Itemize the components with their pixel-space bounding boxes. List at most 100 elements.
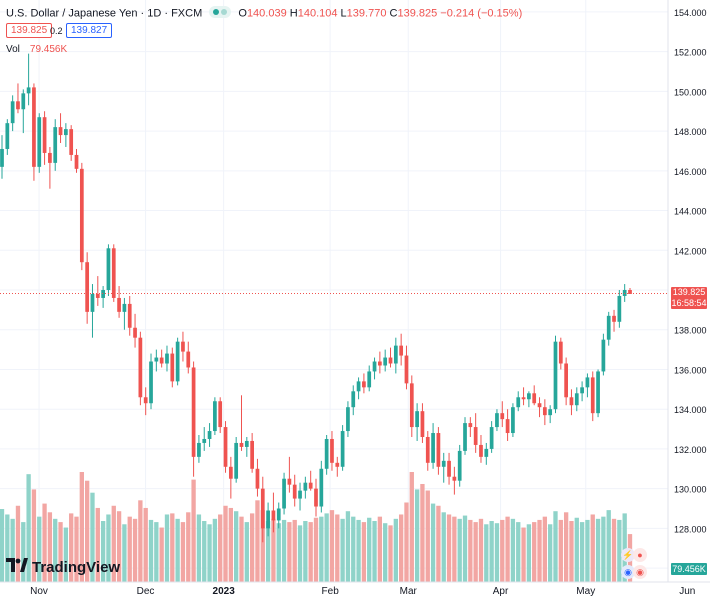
candle[interactable] (590, 371, 595, 422)
candle[interactable] (303, 476, 308, 499)
candle[interactable] (101, 286, 105, 308)
candle[interactable] (441, 452, 446, 483)
candle[interactable] (79, 162, 84, 271)
candle[interactable] (574, 387, 579, 412)
candle[interactable] (133, 313, 137, 348)
candle[interactable] (452, 466, 457, 495)
candle[interactable] (378, 351, 382, 374)
candle[interactable] (181, 331, 185, 362)
candle[interactable] (154, 349, 159, 372)
candle[interactable] (606, 311, 611, 346)
candle[interactable] (143, 387, 148, 416)
candle[interactable] (436, 427, 441, 475)
candle[interactable] (197, 435, 201, 463)
candle[interactable] (138, 331, 143, 406)
candle[interactable] (388, 347, 393, 368)
candle[interactable] (170, 347, 175, 388)
candle[interactable] (228, 456, 233, 499)
tradingview-logo[interactable]: TradingView (6, 558, 120, 576)
candle[interactable] (292, 474, 297, 507)
candle[interactable] (324, 435, 329, 475)
candle[interactable] (42, 111, 47, 165)
candle[interactable] (569, 389, 574, 416)
candle[interactable] (330, 431, 334, 471)
market-status-icon[interactable] (209, 6, 232, 21)
candle[interactable] (21, 89, 26, 134)
candle[interactable] (479, 435, 483, 463)
candle[interactable] (351, 385, 356, 416)
candle[interactable] (250, 433, 254, 473)
candle[interactable] (202, 427, 207, 451)
candle[interactable] (447, 452, 451, 485)
candle[interactable] (0, 135, 4, 179)
candle[interactable] (122, 297, 127, 330)
candle[interactable] (308, 470, 313, 491)
candle[interactable] (85, 252, 90, 324)
candle[interactable] (106, 244, 111, 296)
candle[interactable] (207, 423, 212, 447)
sell-price-button[interactable]: 139.825 (6, 23, 53, 38)
candle[interactable] (58, 113, 63, 144)
candle[interactable] (266, 502, 270, 537)
candle[interactable] (495, 409, 499, 432)
candle[interactable] (511, 403, 515, 437)
candle[interactable] (346, 401, 350, 437)
candle[interactable] (457, 444, 462, 487)
candle[interactable] (239, 395, 244, 451)
candle[interactable] (69, 125, 74, 161)
candle[interactable] (585, 373, 590, 398)
candle[interactable] (580, 381, 584, 402)
candle[interactable] (90, 284, 95, 338)
candle[interactable] (260, 476, 265, 543)
candle[interactable] (175, 337, 180, 386)
jp-flag-icon[interactable]: ◉ (633, 565, 647, 579)
volume-legend[interactable]: Vol 79.456K (6, 44, 67, 55)
candle[interactable] (53, 119, 58, 171)
candle[interactable] (213, 397, 217, 436)
candle[interactable] (10, 95, 15, 132)
candle[interactable] (74, 148, 79, 173)
candle[interactable] (558, 337, 563, 370)
candle[interactable] (287, 456, 292, 493)
candle[interactable] (218, 397, 223, 434)
candle[interactable] (191, 361, 196, 477)
candle[interactable] (425, 431, 430, 471)
candle[interactable] (314, 478, 318, 517)
candle[interactable] (420, 403, 425, 443)
candle[interactable] (223, 421, 228, 473)
candle[interactable] (149, 353, 153, 410)
candle[interactable] (159, 349, 164, 368)
candle[interactable] (532, 385, 537, 406)
candle[interactable] (596, 369, 600, 418)
candle[interactable] (409, 375, 414, 437)
candle[interactable] (484, 442, 489, 465)
candle[interactable] (48, 146, 52, 189)
candle[interactable] (553, 335, 558, 414)
candle[interactable] (37, 113, 42, 173)
symbol-title[interactable]: U.S. Dollar / Japanese Yen · 1D · FXCM (6, 7, 203, 20)
event-icon[interactable]: ● (633, 548, 647, 562)
candle[interactable] (282, 472, 286, 515)
candle[interactable] (356, 377, 361, 400)
candle[interactable] (255, 458, 260, 497)
candle[interactable] (372, 357, 377, 380)
candle[interactable] (26, 53, 31, 106)
candle[interactable] (489, 421, 494, 453)
candle[interactable] (505, 409, 510, 441)
candle[interactable] (234, 436, 239, 483)
candle[interactable] (542, 399, 547, 426)
candle[interactable] (468, 417, 473, 437)
candle[interactable] (127, 295, 132, 336)
candle[interactable] (16, 83, 20, 114)
candle[interactable] (612, 309, 616, 332)
candle[interactable] (111, 244, 116, 302)
candle[interactable] (186, 341, 191, 374)
candle[interactable] (5, 119, 10, 155)
candle[interactable] (393, 337, 398, 374)
buy-price-button[interactable]: 139.827 (66, 23, 113, 38)
candle[interactable] (537, 397, 542, 418)
candle[interactable] (548, 405, 553, 424)
candle[interactable] (399, 333, 404, 366)
candle[interactable] (117, 286, 121, 318)
